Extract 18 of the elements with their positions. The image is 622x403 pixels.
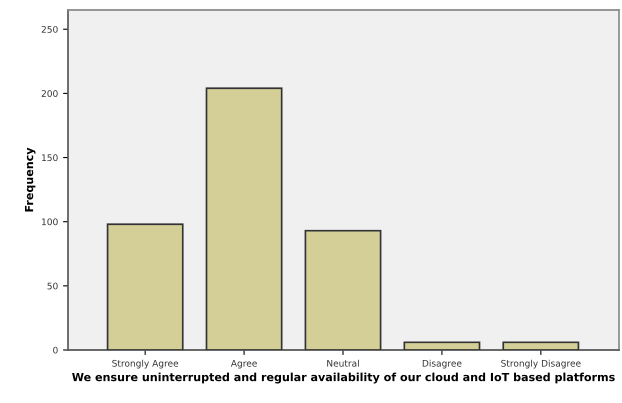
bar [206, 87, 283, 350]
y-tick-label: 250 [42, 26, 58, 33]
y-axis-title: Frequency [24, 148, 36, 212]
bar [304, 230, 382, 350]
y-tick-label: 100 [42, 218, 58, 226]
x-tick-label: Agree [230, 360, 257, 368]
x-tick-label: Neutral [327, 360, 359, 367]
x-tick-label: Disagree [422, 360, 462, 368]
bar [502, 341, 580, 350]
bar [404, 341, 480, 350]
x-tick-label: Strongly Disagree [501, 360, 581, 368]
y-tick-label: 150 [42, 154, 58, 162]
y-tick-label: 50 [47, 282, 58, 290]
x-axis-title: We ensure uninterrupted and regular availability of our cloud and IoT based platforms [72, 372, 615, 384]
y-tick-label: 200 [42, 90, 58, 97]
bar [106, 223, 184, 350]
x-tick-label: Strongly Agree [112, 360, 178, 368]
y-tick-label: 0 [53, 346, 58, 354]
